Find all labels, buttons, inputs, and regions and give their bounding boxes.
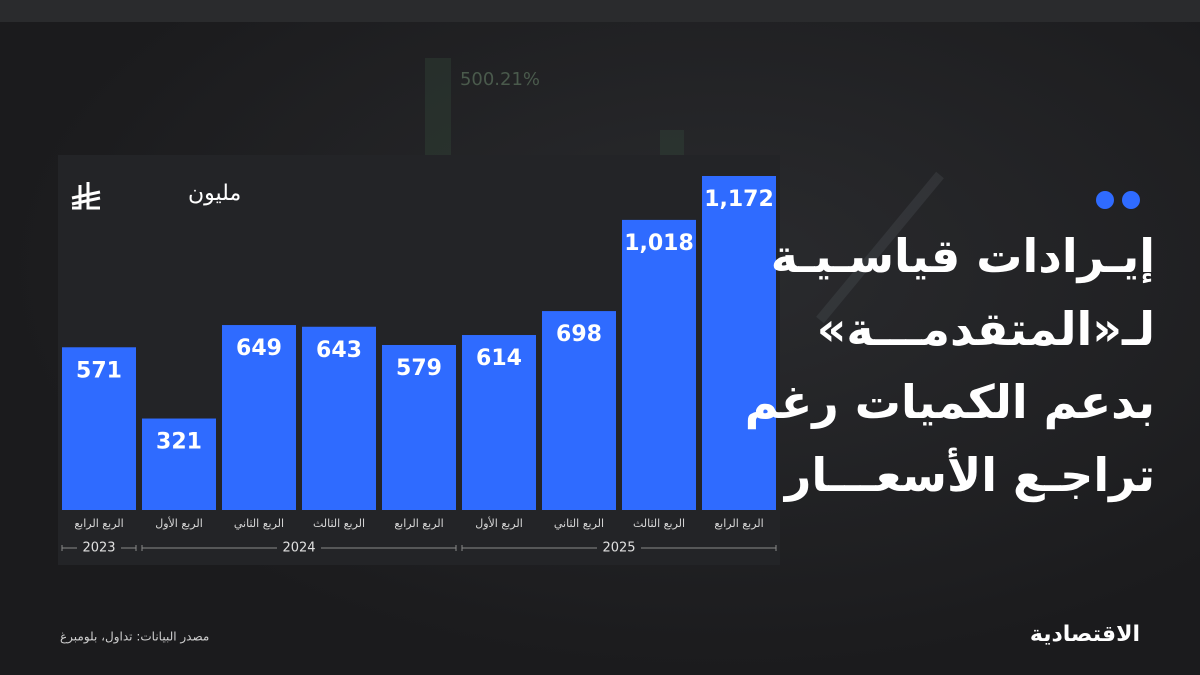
bar <box>622 219 696 510</box>
x-tick-label: الربع الثاني <box>234 517 284 530</box>
dot <box>1122 191 1140 209</box>
title-line: لـ«المتقدمـــة» <box>816 302 1155 356</box>
group-label: 2023 <box>82 541 115 556</box>
value-label: 571 <box>76 358 122 383</box>
value-label: 643 <box>316 338 362 363</box>
x-tick-label: الربع الرابع <box>74 517 123 530</box>
bar <box>462 335 536 510</box>
x-tick-label: الربع الأول <box>475 516 523 530</box>
riyal-symbol <box>71 182 101 210</box>
bar <box>222 325 296 510</box>
value-label: 649 <box>236 336 282 361</box>
title-line: بدعم الكميات رغم <box>744 375 1155 429</box>
top-band <box>0 0 1200 22</box>
value-label: 579 <box>396 356 442 381</box>
dot <box>1096 191 1114 209</box>
title: إيـرادات قياسـيـة لـ«المتقدمـــة» بدعم ا… <box>745 220 1155 512</box>
bar <box>142 418 216 510</box>
bar <box>302 326 376 510</box>
bar <box>62 347 136 510</box>
value-label: 321 <box>156 430 202 455</box>
x-tick-label: الربع الثالث <box>313 517 365 530</box>
bar <box>542 311 616 510</box>
group-label: 2025 <box>602 541 635 556</box>
background-text: 500.21% <box>460 69 540 90</box>
title-line: تراجـع الأسعـــار <box>784 448 1155 502</box>
value-label: 614 <box>476 346 522 371</box>
group-label: 2024 <box>282 541 315 556</box>
x-tick-label: الربع الرابع <box>394 517 443 530</box>
value-label: 1,172 <box>704 187 774 212</box>
bar <box>702 176 776 510</box>
x-tick-label: الربع الرابع <box>714 517 763 530</box>
value-label: 698 <box>556 322 602 347</box>
x-tick-label: الربع الأول <box>155 516 203 530</box>
logo: الاقتصادية <box>1030 622 1140 647</box>
value-label: 1,018 <box>624 231 694 256</box>
x-tick-label: الربع الثاني <box>554 517 604 530</box>
title-line: إيـرادات قياسـيـة <box>770 229 1155 283</box>
unit-label: مليون <box>188 181 241 206</box>
source: مصدر البيانات: تداول، بلومبرغ <box>60 630 209 645</box>
x-tick-label: الربع الثالث <box>633 517 685 530</box>
bar <box>382 344 456 510</box>
